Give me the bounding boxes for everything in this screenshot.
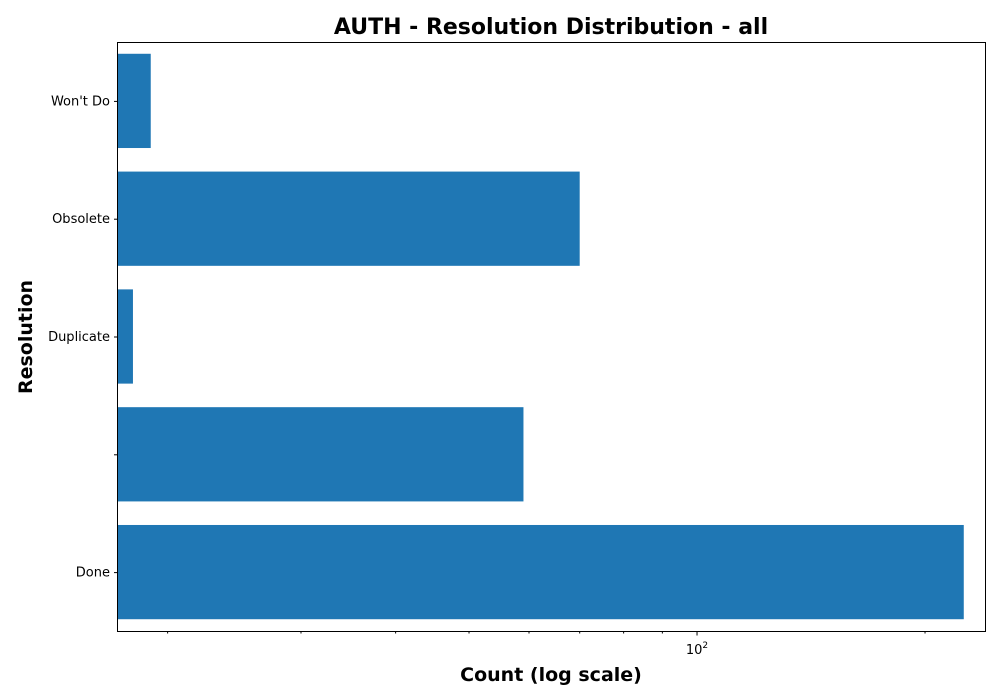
x-axis-label: Count (log scale) (460, 664, 642, 686)
bar-unlabeled (118, 407, 524, 502)
y-tick-label: Obsolete (52, 212, 110, 227)
y-axis: Done Duplicate Obsolete Won't Do (48, 94, 118, 581)
y-axis-label: Resolution (15, 280, 37, 394)
y-tick-label: Done (76, 566, 110, 581)
bar-won-t-do (118, 53, 151, 149)
bar-obsolete (118, 171, 580, 266)
y-tick-label: Won't Do (51, 94, 110, 109)
bar-duplicate (118, 289, 133, 384)
x-axis: 102 (167, 631, 926, 658)
bars-group (118, 53, 964, 620)
y-tick-label: Duplicate (48, 330, 110, 345)
bar-done (118, 524, 964, 620)
plot-frame (117, 42, 986, 632)
chart-title: AUTH - Resolution Distribution - all (334, 15, 768, 40)
x-tick-label: 102 (686, 641, 708, 658)
